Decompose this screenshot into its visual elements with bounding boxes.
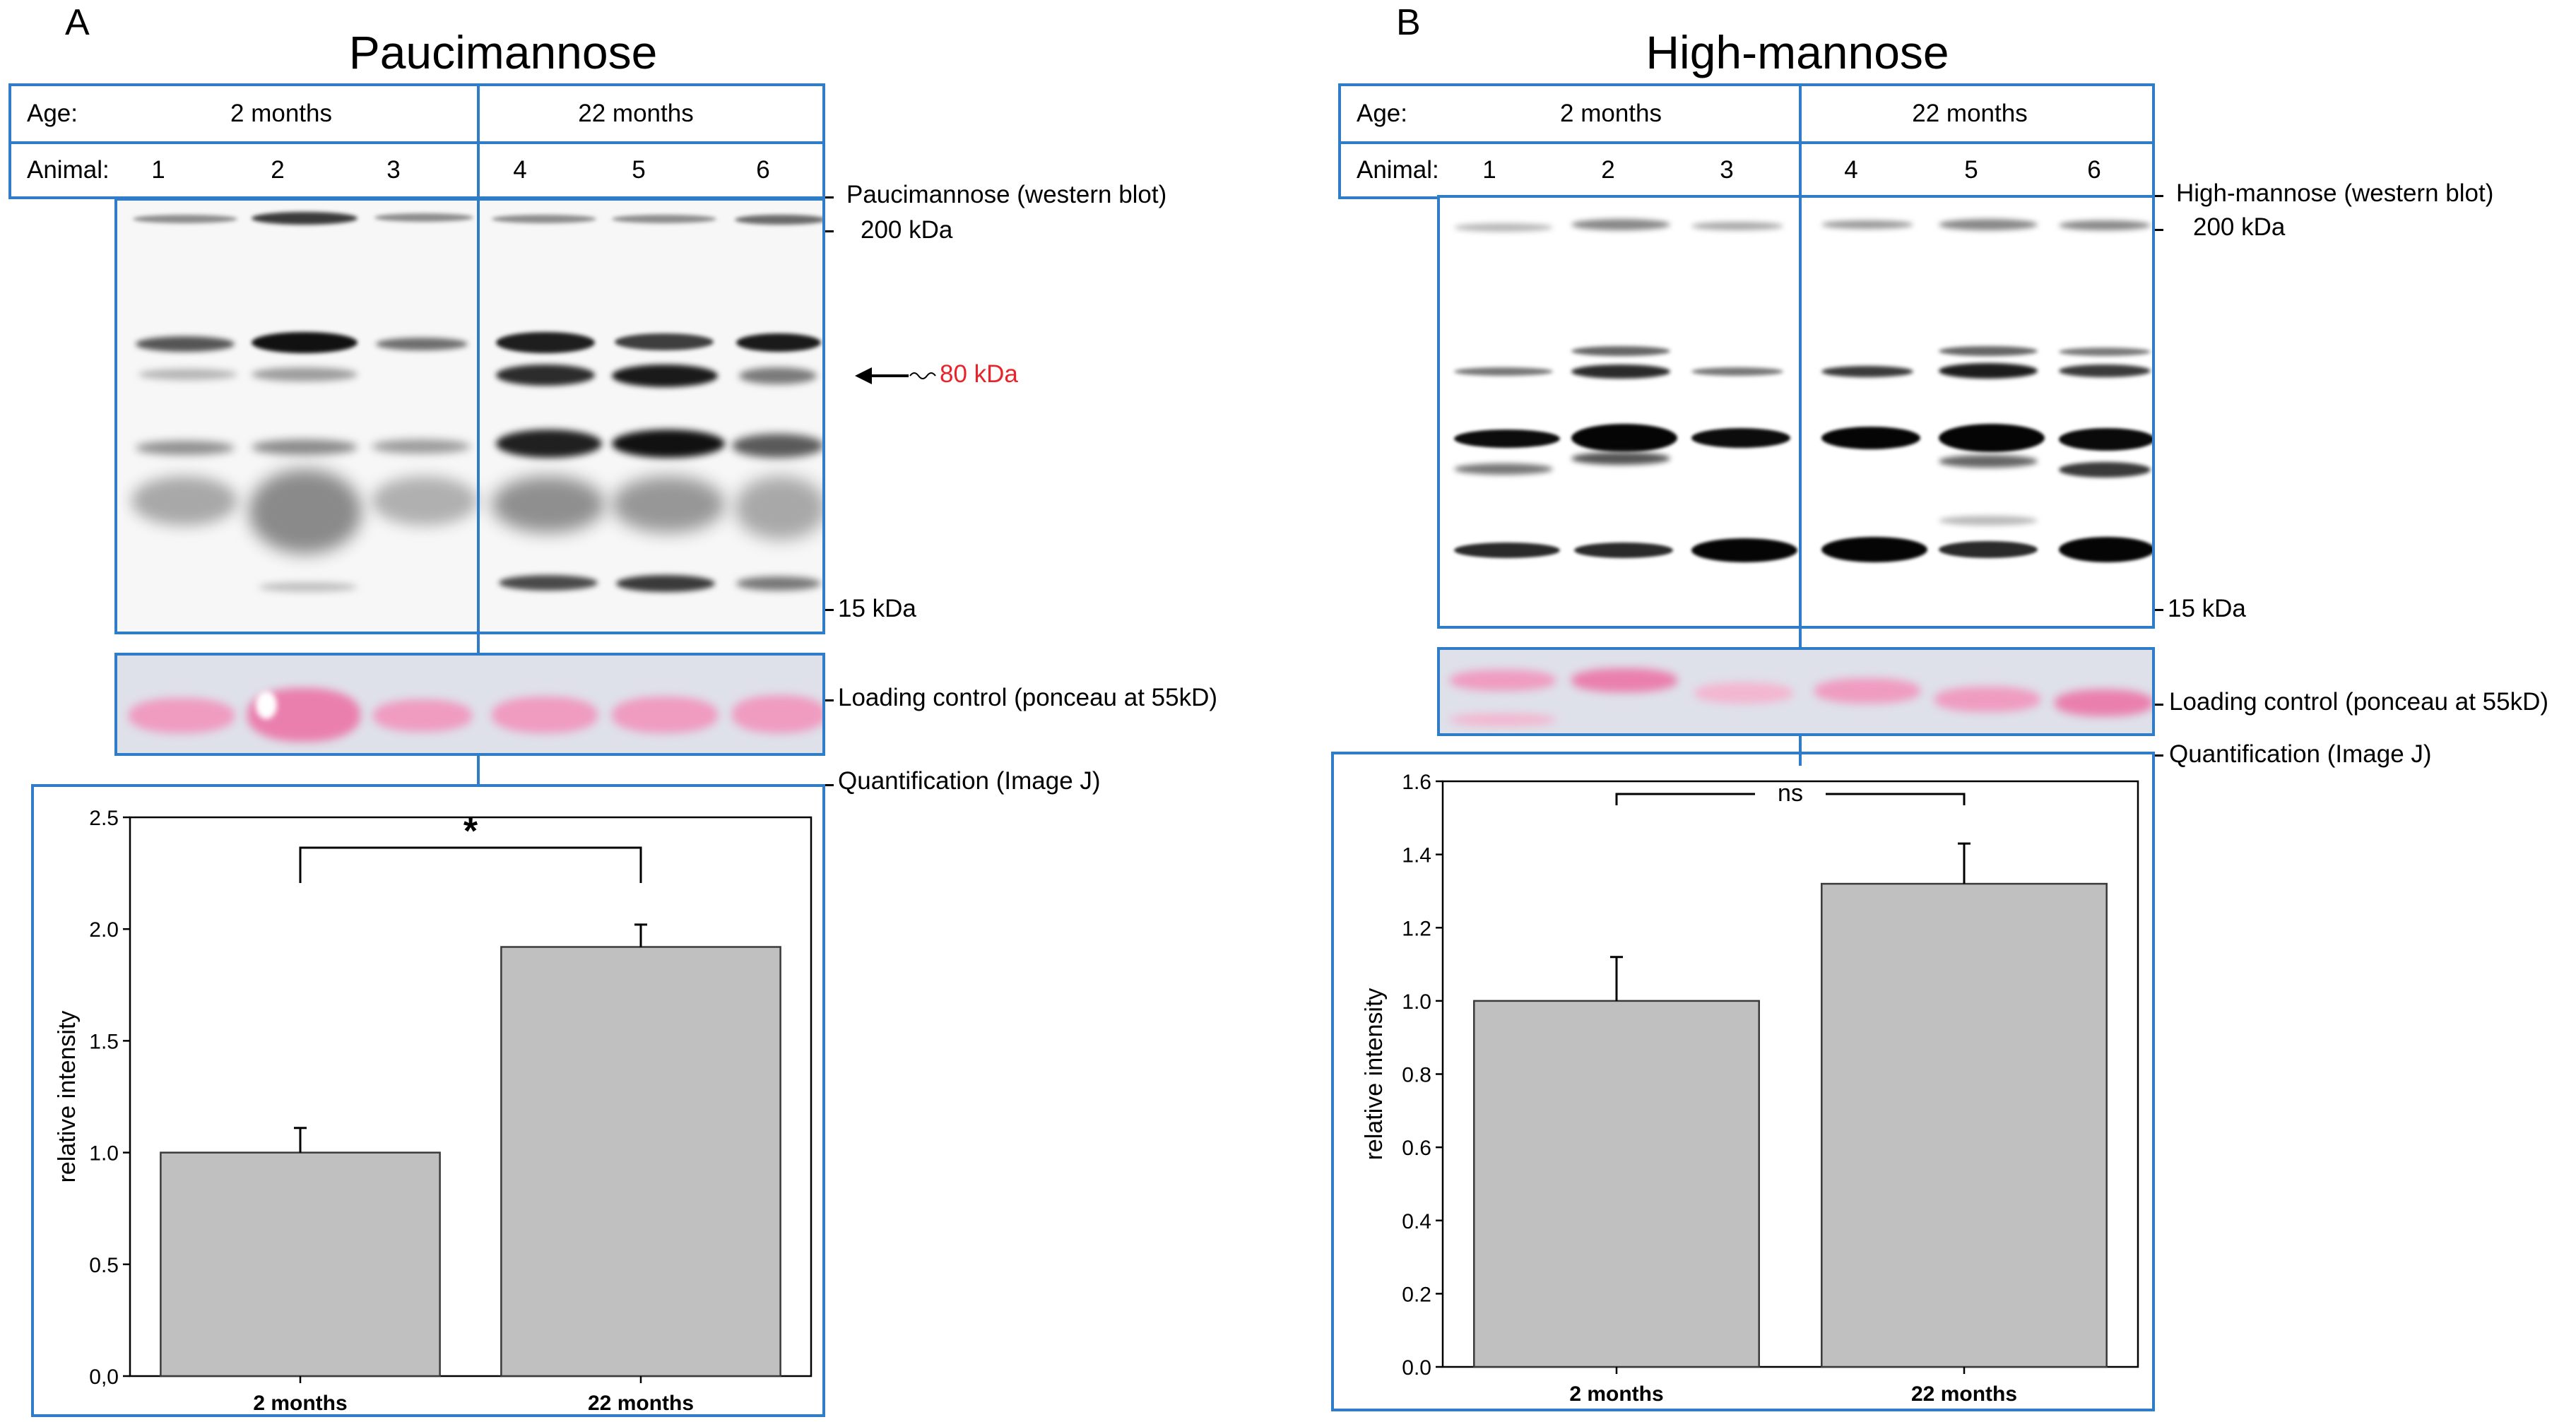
y-tick-label: 0.8 — [1402, 1064, 1431, 1087]
y-tick-label: 0.0 — [1402, 1356, 1431, 1380]
panel-a-blot-label: Paucimannose (western blot) — [846, 181, 1167, 208]
bar-2-months — [160, 1151, 441, 1377]
panel-b-loading-label: Loading control (ponceau at 55kD) — [2169, 688, 2549, 716]
animal-6: 6 — [2087, 156, 2101, 184]
y-tick-label: 0.6 — [1402, 1137, 1431, 1160]
panel-a-quant-frame: 0,0 0.5 1.0 1.5 2.0 2.5 relative intensity 2 mo… — [31, 784, 825, 1417]
y-tick-label: 1.4 — [1402, 844, 1431, 867]
animal-2: 2 — [271, 156, 285, 184]
panel-a-age-row: Age: 2 months 22 months — [8, 83, 825, 144]
x-tick-label: 22 months — [588, 1392, 694, 1414]
panel-b-marker-15: 15 kDa — [2168, 595, 2246, 622]
panel-b-letter: B — [1396, 2, 1421, 43]
panel-a-marker-200-dash — [825, 230, 834, 232]
panel-b-marker-15-dash — [2155, 609, 2163, 611]
panel-b-quant-frame: 0.0 0.2 0.4 0.6 0.8 1.0 1.2 1.4 1.6 relative inte… — [1331, 752, 2155, 1411]
y-tick-label: 0,0 — [89, 1365, 119, 1389]
y-tick-label: 1.6 — [1402, 771, 1431, 794]
y-tick-label: 0.2 — [1402, 1283, 1431, 1306]
y-tick-label: 0.4 — [1402, 1210, 1431, 1233]
panel-a-loading-label: Loading control (ponceau at 55kD) — [838, 684, 1218, 711]
panel-b-chart: 0.0 0.2 0.4 0.6 0.8 1.0 1.2 1.4 1.6 relative inte… — [1361, 771, 2139, 1406]
panel-a-ponceau — [114, 653, 825, 756]
significance-bracket-left — [1615, 793, 1755, 805]
x-tick-label: 2 months — [253, 1392, 347, 1414]
significance-bracket — [299, 846, 642, 883]
significance-label: * — [463, 811, 478, 852]
animal-5: 5 — [1964, 156, 1978, 184]
x-tick-label: 2 months — [1569, 1382, 1663, 1406]
panel-a-western-blot — [114, 198, 825, 634]
panel-b-blot-label: High-mannose (western blot) — [2176, 179, 2494, 207]
y-axis-label: relative intensity — [1361, 988, 1388, 1161]
y-tick-label: 0.5 — [89, 1254, 119, 1277]
panel-a-blot-label-dash — [825, 196, 834, 199]
panel-a-80kda-label: 80 kDa — [940, 360, 1018, 388]
animal-label: Animal: — [1357, 156, 1439, 184]
animal-3: 3 — [1720, 156, 1734, 184]
animal-4: 4 — [1844, 156, 1858, 184]
y-tick-label: 1.0 — [89, 1142, 119, 1166]
panel-a-title: Paucimannose — [348, 26, 658, 78]
panel-b-age-divider — [1799, 83, 1802, 766]
panel-b-marker-200: 200 kDa — [2193, 213, 2286, 241]
x-tick-label: 22 months — [1911, 1382, 2017, 1406]
panel-a-arrow-icon — [855, 367, 936, 384]
panel-a-chart: 0,0 0.5 1.0 1.5 2.0 2.5 relative intensity 2 mo… — [54, 807, 813, 1415]
y-tick-label: 1.0 — [1402, 990, 1431, 1014]
panel-b-age-row: Age: 2 months 22 months — [1338, 83, 2155, 144]
panel-b-quant-label: Quantification (Image J) — [2169, 740, 2432, 768]
y-tick-label: 2.5 — [89, 807, 119, 830]
bar-22-months — [1821, 882, 2108, 1368]
age-label: Age: — [1357, 100, 1407, 127]
panel-a-marker-15-dash — [825, 609, 834, 611]
bar-2-months — [1473, 1000, 1760, 1368]
animal-2: 2 — [1601, 156, 1615, 184]
age-group-2-months: 2 months — [1560, 100, 1662, 127]
panel-a-marker-15: 15 kDa — [838, 595, 916, 622]
animal-3: 3 — [386, 156, 401, 184]
age-group-22-months: 22 months — [1912, 100, 2028, 127]
bar-22-months — [500, 946, 781, 1377]
panel-b-animal-row: Animal: 1 2 3 4 5 6 — [1338, 141, 2155, 199]
panel-b-loading-dash — [2155, 704, 2163, 706]
y-axis-label: relative intensity — [54, 1011, 81, 1183]
panel-b-western-blot — [1437, 195, 2155, 629]
panel-a-quant-dash — [825, 784, 834, 786]
y-tick-label: 1.5 — [89, 1030, 119, 1053]
panel-b-ponceau — [1437, 647, 2155, 736]
panel-b-blot-label-dash — [2155, 195, 2163, 197]
animal-4: 4 — [513, 156, 527, 184]
panel-a-marker-200: 200 kDa — [861, 216, 953, 244]
age-group-22-months: 22 months — [578, 100, 694, 127]
panel-a-loading-dash — [825, 699, 834, 701]
panel-b-quant-dash — [2155, 754, 2163, 757]
age-label: Age: — [27, 100, 78, 127]
animal-1: 1 — [1482, 156, 1496, 184]
panel-b-marker-200-dash — [2155, 229, 2163, 231]
animal-label: Animal: — [27, 156, 110, 184]
age-group-2-months: 2 months — [230, 100, 332, 127]
animal-1: 1 — [151, 156, 165, 184]
panel-a-age-divider — [477, 83, 480, 786]
y-tick-label: 2.0 — [89, 918, 119, 942]
panel-a-quant-label: Quantification (Image J) — [838, 767, 1101, 795]
plot-frame — [129, 816, 813, 1377]
panel-b-title: High-mannose — [1646, 26, 1949, 78]
animal-5: 5 — [632, 156, 646, 184]
significance-label: ns — [1778, 780, 1803, 807]
panel-a-animal-row: Animal: 1 2 3 4 5 6 — [8, 141, 825, 199]
significance-bracket-right — [1826, 793, 1966, 805]
panel-a-letter: A — [65, 2, 90, 43]
animal-6: 6 — [756, 156, 770, 184]
y-tick-label: 1.2 — [1402, 917, 1431, 940]
